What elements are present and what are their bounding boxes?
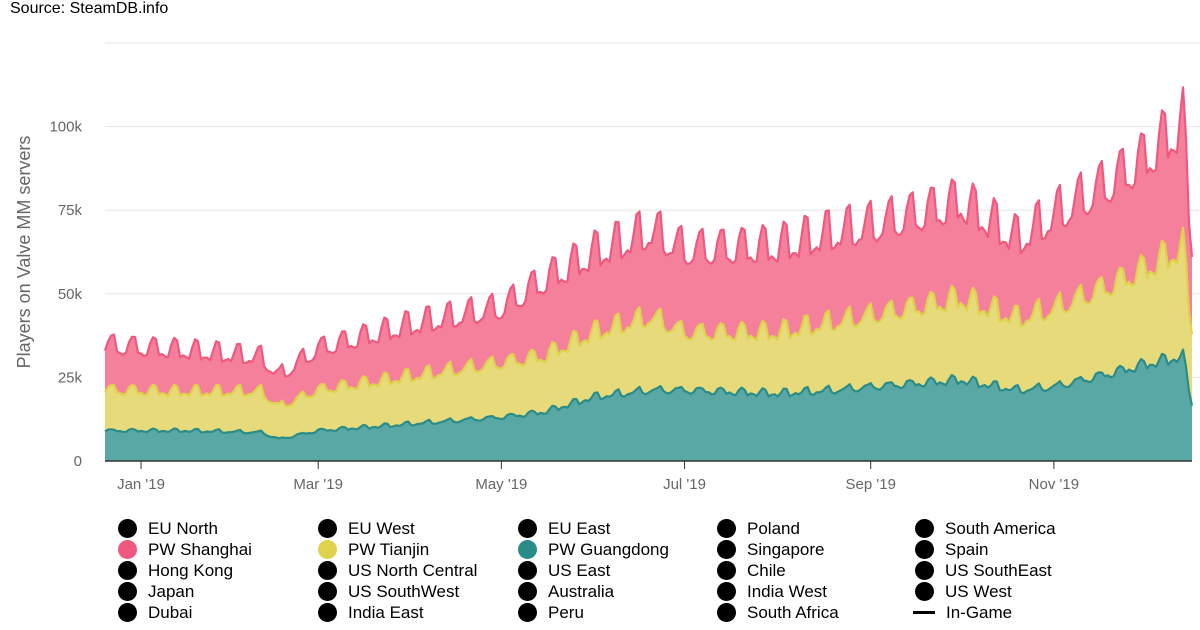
legend-item[interactable]: PW Tianjin — [318, 539, 429, 560]
legend-label: Dubai — [148, 602, 193, 622]
legend-dot-swatch — [717, 603, 736, 622]
x-tick-label: Sep '19 — [846, 476, 896, 493]
y-tick-label: 0 — [74, 453, 82, 470]
legend-dot-swatch — [518, 519, 537, 538]
legend-line-swatch — [913, 611, 935, 614]
legend-label: US SouthWest — [348, 581, 460, 601]
y-tick-label: 100k — [49, 119, 82, 136]
legend-item[interactable]: Peru — [518, 602, 584, 623]
legend-dot-swatch — [118, 582, 137, 601]
legend-label: US SouthEast — [945, 560, 1052, 580]
legend-label: EU East — [548, 518, 611, 538]
legend-dot-swatch — [318, 603, 337, 622]
legend-dot-swatch — [118, 561, 137, 580]
legend-label: Spain — [945, 539, 989, 559]
legend-item[interactable]: India West — [717, 581, 827, 602]
y-tick-label: 75k — [58, 202, 83, 219]
legend-item[interactable]: PW Shanghai — [118, 539, 252, 560]
legend-dot-swatch — [518, 582, 537, 601]
legend-item[interactable]: South Africa — [717, 602, 839, 623]
area-pw-guangdong — [105, 349, 1192, 461]
legend-item[interactable]: Hong Kong — [118, 560, 233, 581]
legend-item[interactable]: Poland — [717, 518, 800, 539]
legend-item[interactable]: US East — [518, 560, 610, 581]
legend-label: PW Tianjin — [348, 539, 430, 559]
legend-item[interactable]: South America — [915, 518, 1056, 539]
legend-dot-swatch — [717, 519, 736, 538]
line-pw-shanghai — [103, 86, 1194, 378]
legend-label: Japan — [148, 581, 195, 601]
series-lines — [103, 86, 1194, 440]
legend-dot-swatch — [915, 540, 934, 559]
legend-item[interactable]: US SouthEast — [915, 560, 1052, 581]
x-tick-label: Nov '19 — [1029, 476, 1079, 493]
legend-dot-swatch — [118, 540, 137, 559]
legend-label: India West — [747, 581, 828, 601]
x-axis: Jan '19 Mar '19 May '19 Jul '19 Sep '19 Nov '… — [105, 460, 1192, 493]
legend-label: India East — [348, 602, 424, 622]
legend-label: US East — [548, 560, 611, 580]
legend-label: Singapore — [747, 539, 825, 559]
legend-label: PW Shanghai — [148, 539, 252, 559]
line-pw-guangdong — [104, 348, 1194, 440]
legend-dot-swatch — [518, 603, 537, 622]
legend-label: Peru — [548, 602, 584, 622]
y-tick-label: 25k — [58, 369, 83, 386]
legend-dot-swatch — [318, 540, 337, 559]
y-tick-label: 50k — [58, 286, 83, 303]
legend-label: PW Guangdong — [548, 539, 669, 559]
legend-dot-swatch — [518, 540, 537, 559]
legend-item[interactable]: Spain — [915, 539, 988, 560]
legend-dot-swatch — [118, 519, 137, 538]
legend-item[interactable]: Chile — [717, 560, 786, 581]
line-pw-tianjin — [104, 226, 1194, 408]
legend-item[interactable]: Dubai — [118, 602, 192, 623]
legend-label: Hong Kong — [148, 560, 234, 580]
series-areas — [105, 87, 1192, 461]
legend-label: In-Game — [946, 602, 1013, 622]
legend-item[interactable]: US West — [915, 581, 1012, 602]
stacked-area-chart: 0 25k 50k 75k 100k Jan '19 Mar '19 May '19 Jul … — [14, 42, 1200, 493]
legend-label: US North Central — [348, 560, 478, 580]
legend-dot-swatch — [118, 603, 137, 622]
legend-dot-swatch — [717, 540, 736, 559]
legend-label: Chile — [747, 560, 786, 580]
legend-dot-swatch — [318, 519, 337, 538]
legend-dot-swatch — [318, 582, 337, 601]
legend-item[interactable]: In-Game — [913, 602, 1013, 623]
legend-dot-swatch — [915, 582, 934, 601]
x-tick-label: Jan '19 — [117, 476, 165, 493]
legend-item[interactable]: PW Guangdong — [518, 539, 669, 560]
y-axis-ticks: 0 25k 50k 75k 100k — [49, 119, 82, 470]
legend-item[interactable]: Singapore — [717, 539, 825, 560]
legend-label: Australia — [548, 581, 615, 601]
legend-dot-swatch — [717, 561, 736, 580]
legend-dot-swatch — [915, 519, 934, 538]
legend-item[interactable]: EU East — [518, 518, 610, 539]
legend-dot-swatch — [717, 582, 736, 601]
source-credit: Source: SteamDB.info — [10, 0, 169, 17]
legend-label: Poland — [747, 518, 800, 538]
legend-item[interactable]: Japan — [118, 581, 194, 602]
legend-item[interactable]: US North Central — [318, 560, 477, 581]
legend-label: EU West — [348, 518, 415, 538]
legend-item[interactable]: EU North — [118, 518, 218, 539]
legend-label: EU North — [148, 518, 218, 538]
legend-label: South America — [945, 518, 1056, 538]
legend-label: South Africa — [747, 602, 839, 622]
x-tick-label: Jul '19 — [663, 476, 706, 493]
legend-dot-swatch — [318, 561, 337, 580]
x-tick-label: May '19 — [475, 476, 527, 493]
legend-dot-swatch — [518, 561, 537, 580]
x-tick-label: Mar '19 — [293, 476, 343, 493]
area-pw-shanghai — [105, 87, 1192, 407]
legend-dot-swatch — [915, 561, 934, 580]
legend-item[interactable]: India East — [318, 602, 424, 623]
legend-item[interactable]: US SouthWest — [318, 581, 459, 602]
legend-item[interactable]: Australia — [518, 581, 614, 602]
y-axis-label: Players on Valve MM servers — [14, 136, 34, 369]
legend-item[interactable]: EU West — [318, 518, 415, 539]
legend-label: US West — [945, 581, 1012, 601]
